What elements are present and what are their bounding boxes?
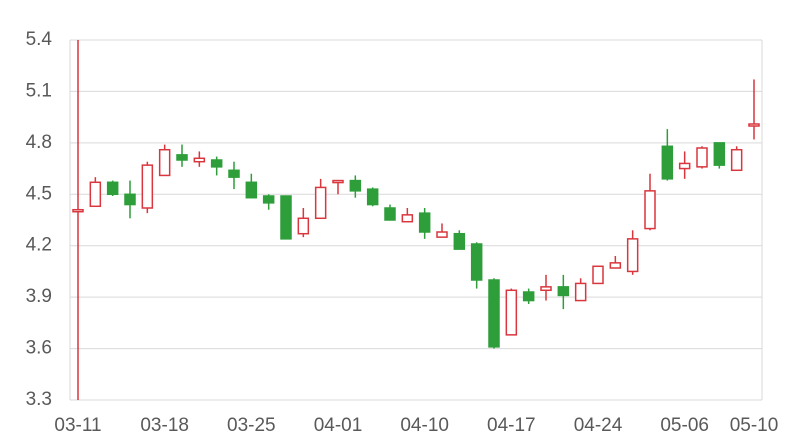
x-tick-label: 03-18 — [140, 415, 189, 436]
candle-body — [158, 148, 171, 177]
candle-body — [505, 289, 518, 336]
candle-body — [297, 217, 310, 235]
y-tick-label: 4.2 — [26, 235, 52, 256]
candle-body — [280, 195, 292, 240]
candle-body — [366, 188, 379, 206]
candle-body — [696, 147, 708, 168]
candle-body — [72, 208, 84, 213]
x-tick-label: 04-01 — [314, 415, 363, 436]
candle-body — [401, 214, 414, 223]
candle-body — [713, 142, 726, 166]
candle-body — [89, 181, 102, 208]
y-tick-label: 5.4 — [26, 29, 53, 50]
y-tick-label: 3.9 — [26, 286, 52, 307]
candle-body — [540, 286, 552, 292]
candle-body — [748, 123, 760, 127]
candle-body — [453, 232, 466, 250]
candle-body — [626, 238, 639, 273]
y-tick-label: 3.6 — [26, 338, 52, 359]
candle-body — [574, 282, 587, 302]
x-tick-label: 05-06 — [660, 415, 709, 436]
candle-body — [609, 262, 622, 269]
candle-body — [557, 286, 570, 297]
candle-body — [678, 162, 691, 170]
y-tick-label: 4.8 — [26, 132, 52, 153]
candle-body — [262, 195, 275, 204]
candle-body — [106, 181, 119, 196]
candle-body — [592, 265, 604, 285]
candle-body — [384, 207, 396, 221]
candle-body — [418, 212, 431, 233]
candle-body — [245, 181, 258, 199]
y-tick-label: 4.5 — [26, 183, 52, 204]
candle-body — [176, 154, 188, 161]
y-tick-label: 5.1 — [26, 80, 52, 101]
candle-body — [470, 243, 483, 281]
x-tick-label: 04-24 — [574, 415, 623, 436]
candle-body — [332, 179, 344, 184]
candle-body — [644, 190, 656, 230]
x-tick-label: 03-25 — [227, 415, 276, 436]
candle-body — [436, 231, 448, 238]
x-tick-label: 05-10 — [730, 415, 779, 436]
candle-body — [314, 186, 327, 220]
candle-body — [193, 157, 206, 163]
candle-body — [661, 145, 674, 180]
candle-body — [488, 279, 500, 348]
y-tick-label: 3.3 — [26, 389, 52, 410]
candle-body — [349, 179, 362, 192]
candle-body — [124, 193, 136, 206]
candle-body — [730, 148, 743, 172]
x-tick-label: 04-10 — [400, 415, 449, 436]
candle-body — [228, 169, 240, 178]
x-tick-label: 04-17 — [487, 415, 536, 436]
candle-body — [210, 159, 223, 168]
candle-body — [522, 291, 535, 302]
candle-body — [141, 164, 154, 209]
x-tick-label: 03-11 — [54, 415, 101, 436]
